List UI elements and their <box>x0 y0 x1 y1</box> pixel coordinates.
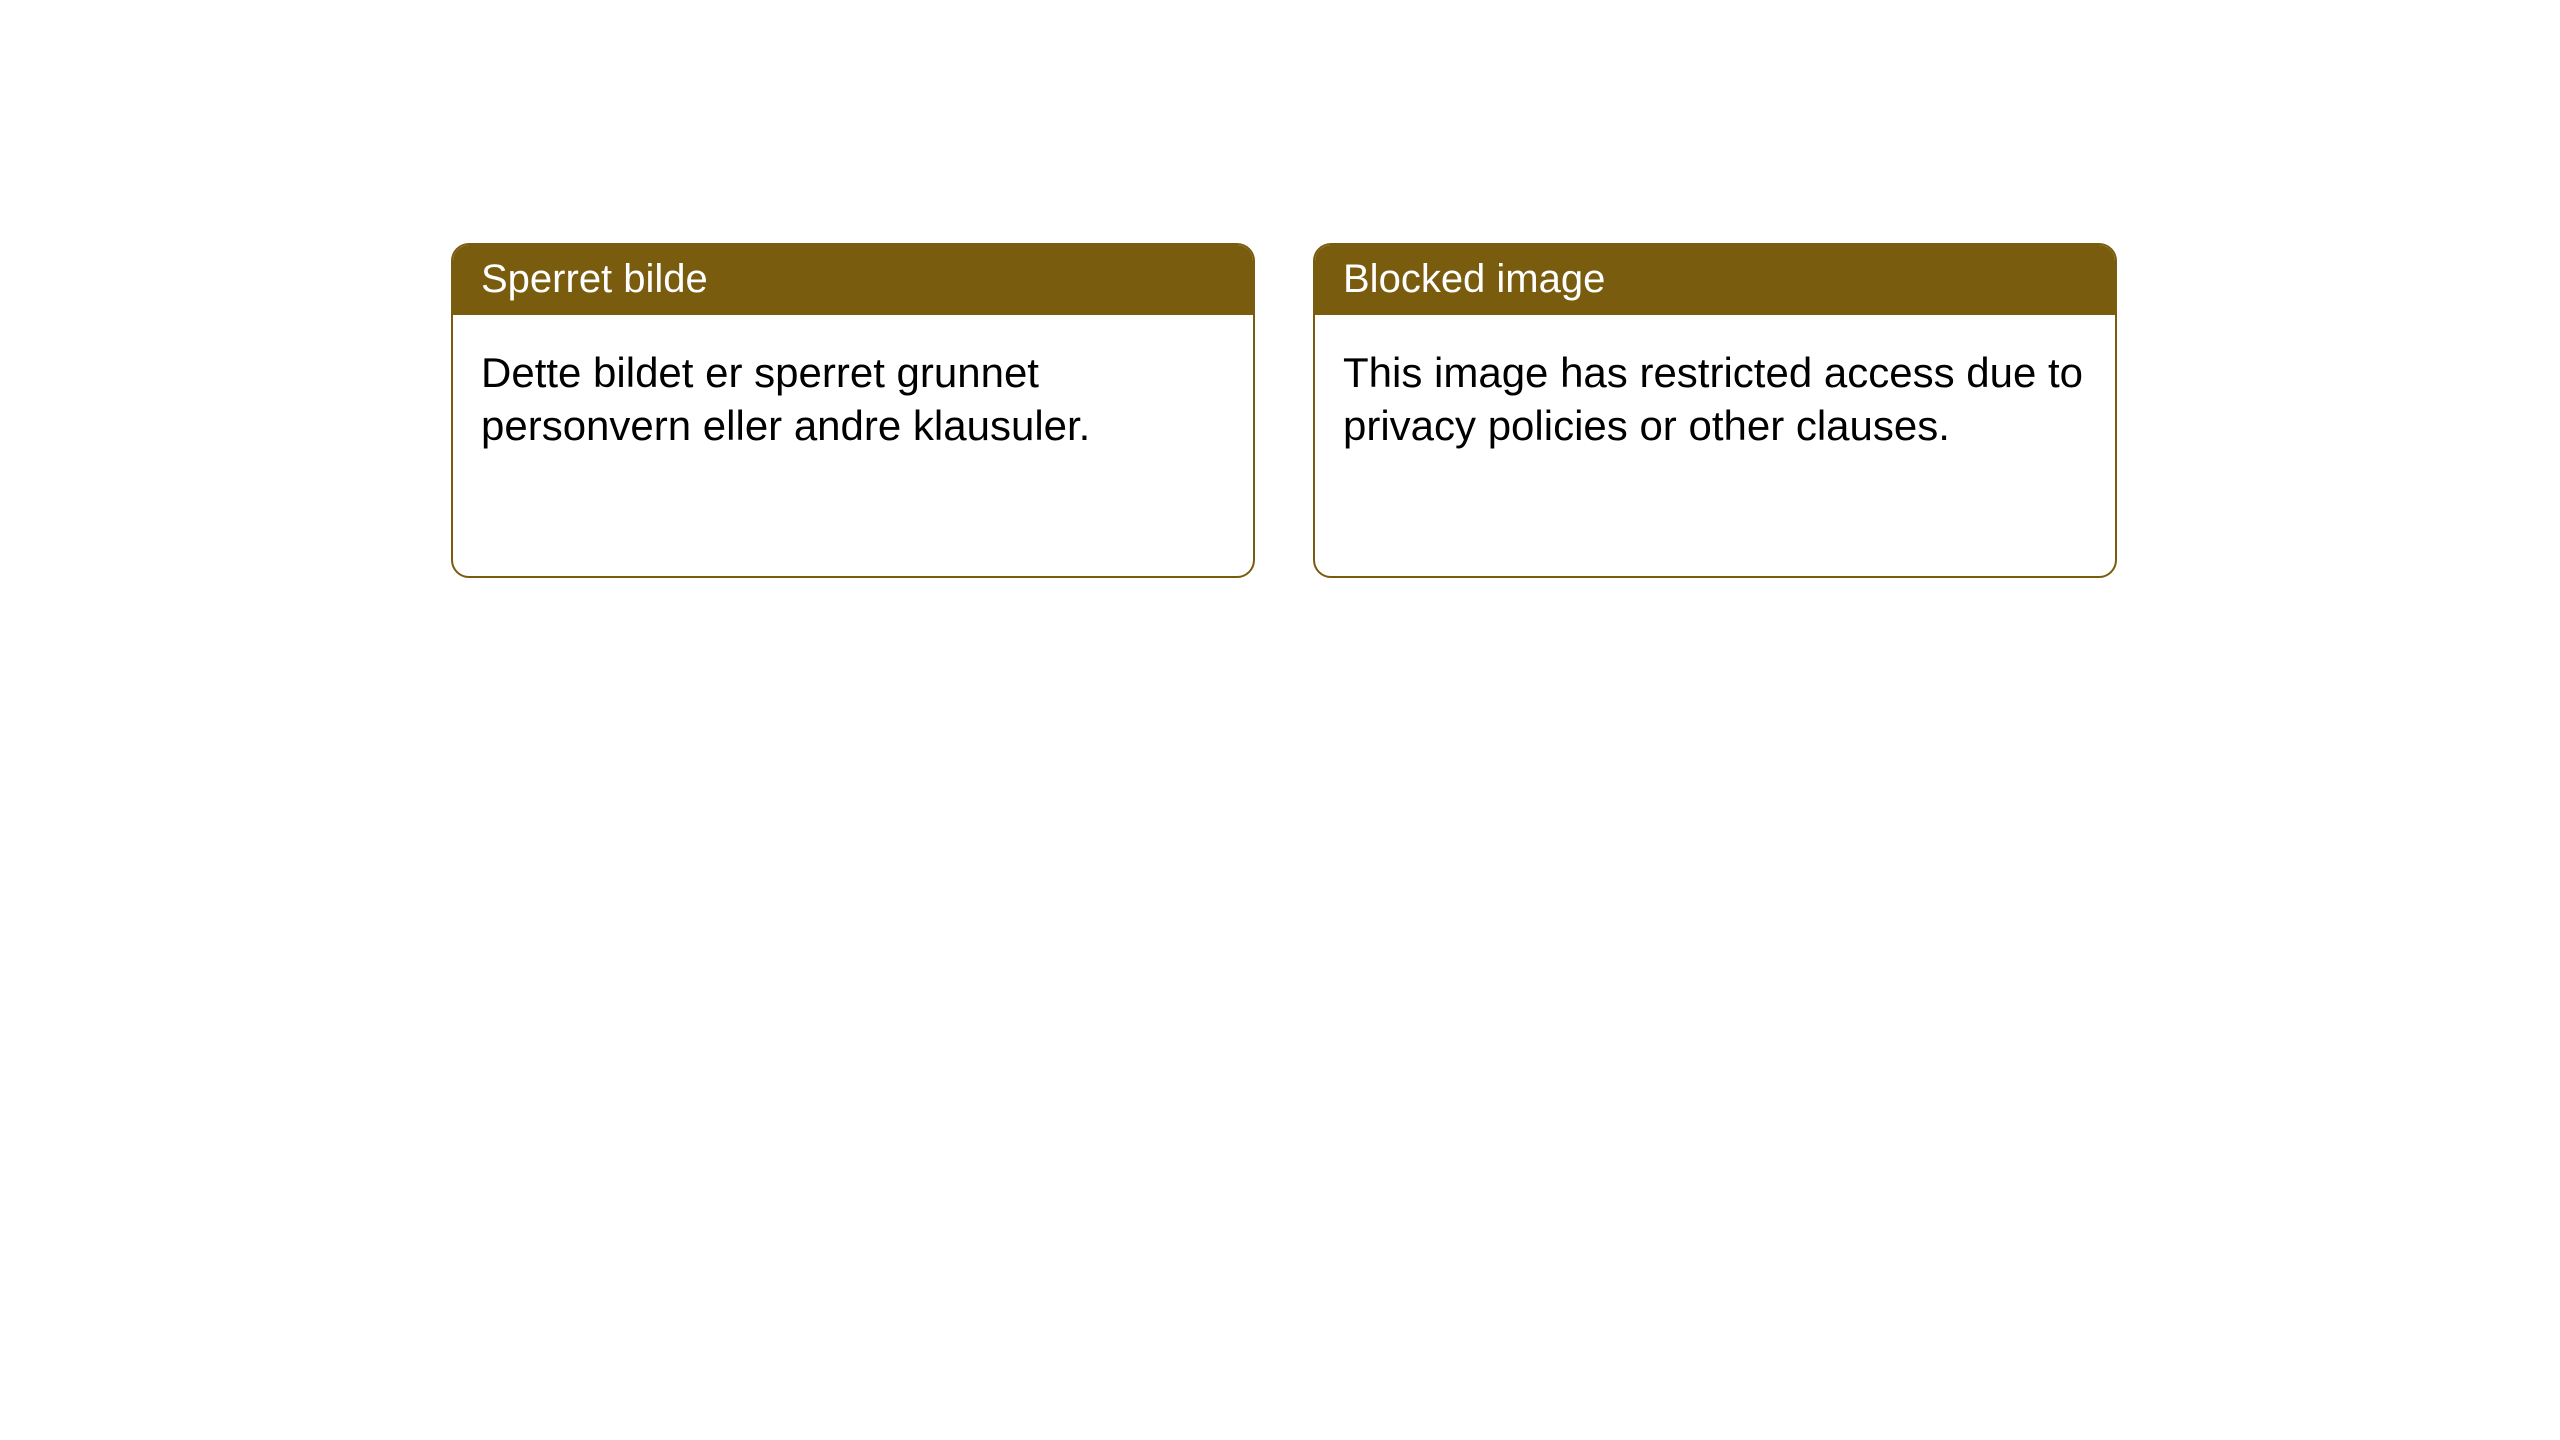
notice-cards-container: Sperret bilde Dette bildet er sperret gr… <box>451 243 2117 578</box>
notice-card-english: Blocked image This image has restricted … <box>1313 243 2117 578</box>
card-header: Blocked image <box>1315 245 2115 315</box>
card-header: Sperret bilde <box>453 245 1253 315</box>
card-header-text: Sperret bilde <box>481 257 708 301</box>
card-body: This image has restricted access due to … <box>1315 315 2115 484</box>
card-body: Dette bildet er sperret grunnet personve… <box>453 315 1253 484</box>
card-body-text: This image has restricted access due to … <box>1343 349 2083 449</box>
notice-card-norwegian: Sperret bilde Dette bildet er sperret gr… <box>451 243 1255 578</box>
card-header-text: Blocked image <box>1343 257 1605 301</box>
card-body-text: Dette bildet er sperret grunnet personve… <box>481 349 1090 449</box>
